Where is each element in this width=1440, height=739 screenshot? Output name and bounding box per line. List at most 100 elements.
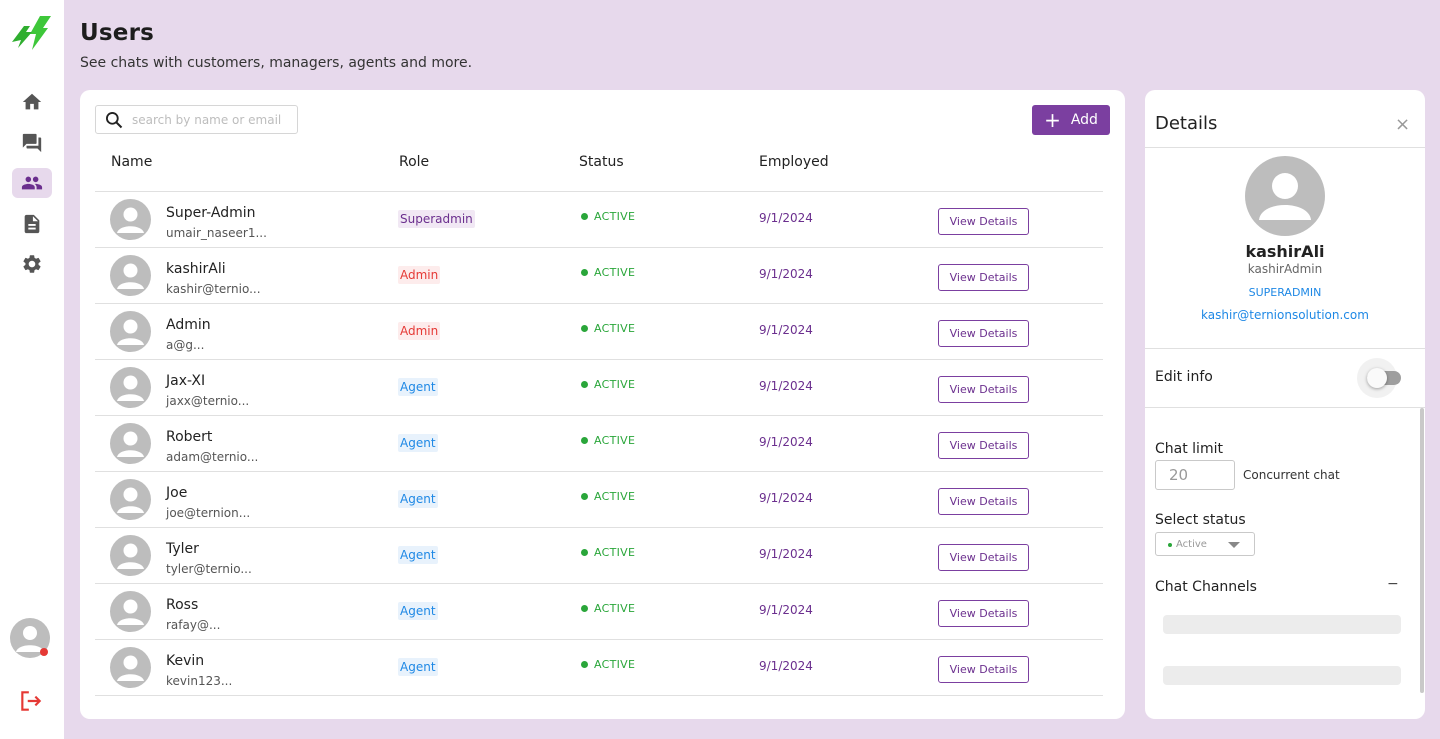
user-icon	[117, 487, 144, 513]
status-dot	[581, 325, 588, 332]
users-icon	[21, 176, 43, 190]
role-badge: Agent	[398, 490, 438, 508]
collapse-icon[interactable]: −	[1387, 576, 1399, 592]
chat-limit-input[interactable]	[1155, 460, 1235, 490]
employed-date: 9/1/2024	[759, 491, 813, 505]
role-badge: Agent	[398, 378, 438, 396]
document-icon	[24, 214, 40, 234]
status-badge: ACTIVE	[581, 658, 635, 671]
user-email: tyler@ternio...	[166, 562, 252, 576]
status-badge: ACTIVE	[581, 490, 635, 503]
nav-users[interactable]	[12, 168, 52, 198]
search-input[interactable]	[132, 112, 292, 127]
status-dot	[1168, 543, 1172, 547]
status-dot	[581, 381, 588, 388]
table-row: Kevin kevin123... Agent ACTIVE 9/1/2024 View …	[95, 640, 1103, 696]
page-title: Users	[80, 20, 154, 46]
status-text: ACTIVE	[594, 602, 636, 615]
concurrent-chat-label: Concurrent chat	[1243, 468, 1340, 482]
user-name: Super-Admin	[166, 205, 256, 221]
status-text: ACTIVE	[594, 266, 636, 279]
user-email: umair_naseer1...	[166, 226, 267, 240]
view-details-button[interactable]: View Details	[938, 264, 1029, 291]
logout-icon[interactable]	[18, 688, 44, 714]
status-dot	[581, 605, 588, 612]
view-details-button[interactable]: View Details	[938, 208, 1029, 235]
user-icon	[117, 319, 144, 345]
search-box[interactable]	[95, 105, 298, 134]
nav-home[interactable]	[12, 87, 52, 117]
avatar	[110, 423, 151, 464]
column-header-employed: Employed	[759, 154, 829, 170]
status-badge: ACTIVE	[581, 322, 635, 335]
avatar	[110, 199, 151, 240]
add-button-label: Add	[1070, 112, 1098, 128]
current-user-avatar[interactable]	[10, 618, 50, 658]
status-dot	[581, 549, 588, 556]
employed-date: 9/1/2024	[759, 659, 813, 673]
view-details-button[interactable]: View Details	[938, 656, 1029, 683]
view-details-button[interactable]: View Details	[938, 376, 1029, 403]
status-badge: ACTIVE	[581, 602, 635, 615]
table-row: Jax-XI jaxx@ternio... Agent ACTIVE 9/1/2024 V…	[95, 360, 1103, 416]
details-email[interactable]: kashir@ternionsolution.com	[1201, 308, 1369, 322]
user-name: Joe	[166, 485, 188, 501]
employed-date: 9/1/2024	[759, 435, 813, 449]
status-dot	[581, 661, 588, 668]
user-name: Admin	[166, 317, 211, 333]
table-row: Super-Admin umair_naseer1... Superadmin ACT…	[95, 192, 1103, 248]
role-badge: Admin	[398, 266, 441, 284]
users-table-card: + Add Name Role Status Employed Super-Ad…	[80, 90, 1125, 719]
avatar	[110, 255, 151, 296]
nav-chats[interactable]	[12, 128, 52, 158]
employed-date: 9/1/2024	[759, 267, 813, 281]
view-details-button[interactable]: View Details	[938, 488, 1029, 515]
details-role: SUPERADMIN	[1248, 286, 1322, 299]
details-title: Details	[1155, 113, 1218, 134]
user-name: Tyler	[166, 541, 199, 557]
user-icon	[117, 207, 144, 233]
chat-icon	[22, 133, 42, 153]
divider	[1145, 147, 1425, 148]
status-badge: ACTIVE	[581, 434, 635, 447]
view-details-button[interactable]: View Details	[938, 600, 1029, 627]
role-badge: Agent	[398, 546, 438, 564]
view-details-button[interactable]: View Details	[938, 432, 1029, 459]
scrollbar[interactable]	[1420, 408, 1424, 693]
status-select[interactable]: Active	[1155, 532, 1255, 556]
edit-info-toggle[interactable]	[1367, 368, 1387, 388]
close-icon[interactable]: ×	[1395, 114, 1411, 135]
view-details-button[interactable]: View Details	[938, 320, 1029, 347]
details-panel: Details × kashirAli kashirAdmin SUPERADM…	[1145, 90, 1425, 719]
table-row: Robert adam@ternio... Agent ACTIVE 9/1/2024 V…	[95, 416, 1103, 472]
status-text: ACTIVE	[594, 490, 636, 503]
user-email: adam@ternio...	[166, 450, 259, 464]
user-email: joe@ternion...	[166, 506, 251, 520]
view-details-button[interactable]: View Details	[938, 544, 1029, 571]
avatar	[110, 311, 151, 352]
edit-info-label: Edit info	[1155, 369, 1213, 385]
chevron-down-icon	[1228, 542, 1240, 548]
status-badge: ACTIVE	[581, 210, 635, 223]
table-row: kashirAli kashir@ternio... Admin ACTIVE 9/1/…	[95, 248, 1103, 304]
user-icon	[16, 626, 44, 652]
loading-skeleton	[1163, 615, 1401, 634]
status-badge: ACTIVE	[581, 378, 635, 391]
user-icon	[117, 599, 144, 625]
user-email: a@g...	[166, 338, 205, 352]
status-text: ACTIVE	[594, 322, 636, 335]
avatar	[110, 367, 151, 408]
user-name: Robert	[166, 429, 213, 445]
role-badge: Admin	[398, 322, 441, 340]
search-icon	[106, 111, 123, 128]
avatar	[110, 479, 151, 520]
table-row: Ross rafay@... Agent ACTIVE 9/1/2024 View Det…	[95, 584, 1103, 640]
user-icon	[117, 263, 144, 289]
nav-settings[interactable]	[12, 249, 52, 279]
avatar	[110, 647, 151, 688]
status-dot	[581, 493, 588, 500]
user-name: Kevin	[166, 653, 205, 669]
add-user-button[interactable]: + Add	[1032, 105, 1110, 135]
nav-documents[interactable]	[12, 209, 52, 239]
user-name: Jax-XI	[166, 373, 206, 389]
